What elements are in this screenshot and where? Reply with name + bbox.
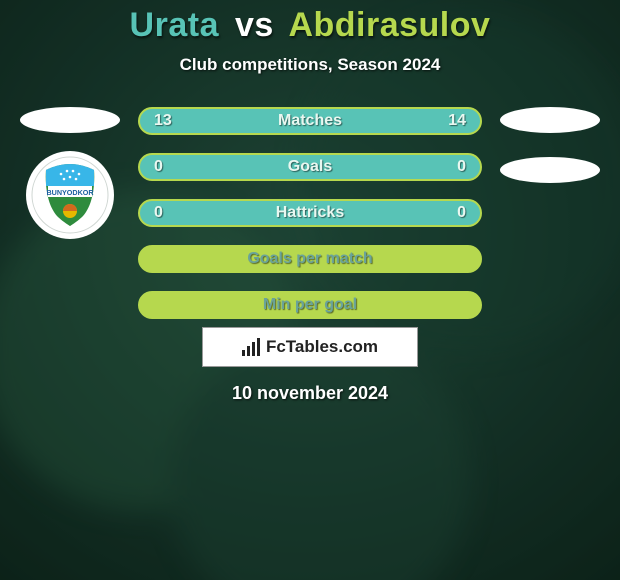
club-badge-left: BUNYODKOR — [26, 151, 114, 239]
fctables-logo[interactable]: FcTables.com — [202, 327, 418, 367]
stat-bar-goals: 0Goals0 — [138, 153, 482, 181]
stat-label: Goals — [178, 158, 442, 176]
stat-label: Hattricks — [178, 204, 442, 222]
subtitle: Club competitions, Season 2024 — [0, 55, 620, 75]
stat-label: Min per goal — [178, 296, 442, 314]
bar-chart-icon — [242, 338, 260, 356]
club-badge-placeholder-right — [500, 157, 600, 183]
left-side-column: BUNYODKOR — [10, 107, 130, 239]
stat-label: Goals per match — [178, 250, 442, 268]
stat-bar-hattricks: 0Hattricks0 — [138, 199, 482, 227]
player-photo-placeholder-left — [20, 107, 120, 133]
main-row: BUNYODKOR 13Matches140Goals00Hattricks0G… — [0, 107, 620, 319]
player-photo-placeholder-right — [500, 107, 600, 133]
stat-right-value: 14 — [442, 112, 466, 130]
stat-left-value: 0 — [154, 158, 178, 176]
stat-right-value: 0 — [442, 158, 466, 176]
right-side-column — [490, 107, 610, 183]
stat-left-value: 13 — [154, 112, 178, 130]
stat-bar-goals-per-match: Goals per match — [138, 245, 482, 273]
stat-bar-min-per-goal: Min per goal — [138, 291, 482, 319]
stat-left-value: 0 — [154, 204, 178, 222]
club-badge-text: BUNYODKOR — [46, 188, 94, 197]
title-vs: vs — [235, 6, 274, 44]
page-title: Urata vs Abdirasulov — [0, 0, 620, 45]
bunyodkor-crest-icon: BUNYODKOR — [31, 156, 109, 234]
date-text: 10 november 2024 — [0, 383, 620, 404]
title-player-right: Abdirasulov — [288, 6, 490, 44]
stat-right-value: 0 — [442, 204, 466, 222]
stat-bar-matches: 13Matches14 — [138, 107, 482, 135]
stat-label: Matches — [178, 112, 442, 130]
stats-column: 13Matches140Goals00Hattricks0Goals per m… — [130, 107, 490, 319]
fctables-logo-text: FcTables.com — [266, 337, 378, 357]
title-player-left: Urata — [130, 6, 219, 44]
